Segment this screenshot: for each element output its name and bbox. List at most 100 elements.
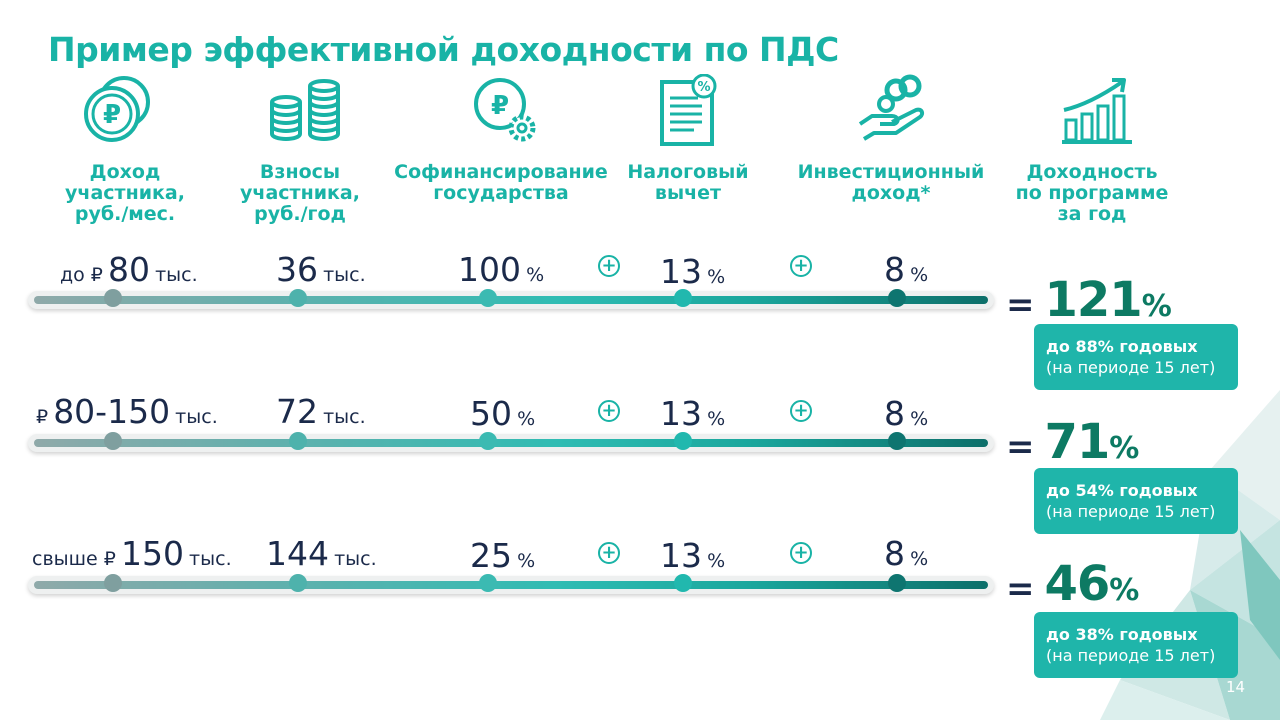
plus-icon: + xyxy=(790,400,812,422)
ruble-gear-icon: ₽ xyxy=(474,78,536,142)
investment-unit: % xyxy=(910,264,929,286)
yield-value: 71 xyxy=(1044,414,1111,470)
label-line: Взносы xyxy=(259,161,341,183)
label-line: доход* xyxy=(851,182,931,204)
column-label-yield: Доходность по программе за год xyxy=(1004,162,1180,225)
contribution-value: 36 xyxy=(276,250,318,289)
cofinancing-cell: 100 % xyxy=(458,250,544,289)
investment-value: 8 xyxy=(884,534,905,573)
cofinancing-unit: % xyxy=(526,264,545,286)
annual-yield-text: до 38% годовых xyxy=(1046,625,1198,644)
track-marker xyxy=(479,289,497,307)
plus-icon: + xyxy=(598,400,620,422)
label-line: участника, xyxy=(65,182,185,204)
cofinancing-cell: 25 % xyxy=(470,536,535,575)
hand-coins-icon xyxy=(858,74,925,141)
label-line: за год xyxy=(1057,203,1127,225)
track-marker xyxy=(888,574,906,592)
equals-sign: = xyxy=(1006,285,1035,325)
yield-value: 46 xyxy=(1044,556,1111,612)
growth-chart-icon xyxy=(1062,78,1132,144)
column-label-tax-deduction: Налоговый вычет xyxy=(608,162,768,204)
label-line: руб./год xyxy=(254,203,346,225)
track-marker xyxy=(289,574,307,592)
label-line: Налоговый xyxy=(627,161,749,183)
tax-value: 13 xyxy=(660,252,702,291)
cofinancing-value: 100 xyxy=(458,250,521,289)
svg-text:%: % xyxy=(697,80,710,95)
yield-result: = 71% xyxy=(1006,414,1139,470)
income-prefix: свыше ₽ xyxy=(32,548,116,570)
investment-unit: % xyxy=(910,408,929,430)
track-marker xyxy=(479,574,497,592)
label-line: руб./мес. xyxy=(74,203,176,225)
track-marker xyxy=(479,432,497,450)
cofinancing-value: 25 xyxy=(470,536,512,575)
track-marker xyxy=(888,289,906,307)
annual-yield-text: до 54% годовых xyxy=(1046,481,1198,500)
income-cell: свыше ₽ 150 тыс. xyxy=(32,534,232,573)
investment-value: 8 xyxy=(884,394,905,433)
contribution-cell: 36 тыс. xyxy=(276,250,366,289)
track-marker xyxy=(674,432,692,450)
track-marker xyxy=(104,574,122,592)
yield-result: = 46% xyxy=(1006,556,1139,612)
yield-result: = 121% xyxy=(1006,272,1172,328)
label-line: Доход xyxy=(89,161,161,183)
tax-unit: % xyxy=(707,266,726,288)
label-line: Софинансирование xyxy=(394,161,608,183)
progress-track xyxy=(28,574,994,594)
income-unit: тыс. xyxy=(155,264,198,286)
column-label-income: Доход участника, руб./мес. xyxy=(30,162,220,225)
track-marker xyxy=(674,289,692,307)
contribution-cell: 144 тыс. xyxy=(266,534,377,573)
page-number: 14 xyxy=(1226,678,1246,696)
plus-icon: + xyxy=(790,255,812,277)
tax-unit: % xyxy=(707,408,726,430)
track-marker xyxy=(674,574,692,592)
income-value: 80-150 xyxy=(53,392,171,431)
plus-icon: + xyxy=(790,542,812,564)
progress-track xyxy=(28,289,994,309)
tax-cell: 13 % xyxy=(660,252,725,291)
contribution-value: 144 xyxy=(266,534,329,573)
label-line: участника, xyxy=(240,182,360,204)
column-label-investment-income: Инвестиционный доход* xyxy=(786,162,996,204)
equals-sign: = xyxy=(1006,427,1035,467)
yield-unit: % xyxy=(1141,289,1172,324)
track-marker xyxy=(289,289,307,307)
svg-text:₽: ₽ xyxy=(491,91,509,121)
contribution-value: 72 xyxy=(276,392,318,431)
tax-value: 13 xyxy=(660,536,702,575)
annual-yield-text: до 88% годовых xyxy=(1046,337,1198,356)
progress-track xyxy=(28,432,994,452)
label-line: Инвестиционный xyxy=(797,161,985,183)
income-cell: ₽ 80-150 тыс. xyxy=(36,392,218,431)
label-line: по программе xyxy=(1015,182,1169,204)
tax-unit: % xyxy=(707,550,726,572)
column-label-contributions: Взносы участника, руб./год xyxy=(220,162,380,225)
column-label-cofinancing: Софинансирование государства xyxy=(388,162,614,204)
tax-cell: 13 % xyxy=(660,536,725,575)
investment-cell: 8 % xyxy=(884,250,928,289)
contribution-unit: тыс. xyxy=(323,264,366,286)
yield-value: 121 xyxy=(1044,272,1143,328)
contribution-cell: 72 тыс. xyxy=(276,392,366,431)
annual-yield-box: до 88% годовых (на периоде 15 лет) xyxy=(1034,324,1238,390)
contribution-unit: тыс. xyxy=(334,548,377,570)
annual-yield-box: до 54% годовых (на периоде 15 лет) xyxy=(1034,468,1238,534)
progress-track-fill xyxy=(34,581,988,589)
tax-document-percent-icon: % xyxy=(660,74,717,146)
svg-text:₽: ₽ xyxy=(103,100,121,130)
income-unit: тыс. xyxy=(175,406,218,428)
income-cell: до ₽ 80 тыс. xyxy=(60,250,198,289)
income-value: 150 xyxy=(120,534,184,573)
progress-track-fill xyxy=(34,439,988,447)
label-line: Доходность xyxy=(1026,161,1158,183)
cofinancing-value: 50 xyxy=(470,394,512,433)
cofinancing-cell: 50 % xyxy=(470,394,535,433)
contribution-unit: тыс. xyxy=(323,406,366,428)
label-line: вычет xyxy=(654,182,722,204)
income-unit: тыс. xyxy=(189,548,232,570)
tax-cell: 13 % xyxy=(660,394,725,433)
